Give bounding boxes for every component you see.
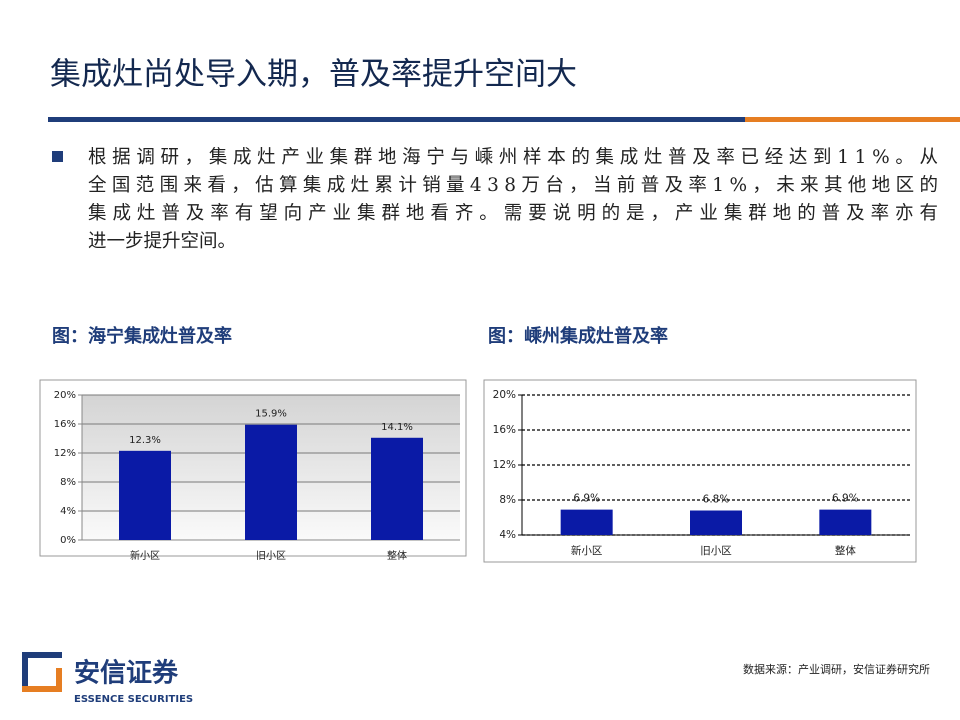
value-label: 6.9% xyxy=(573,493,600,505)
y-tick-label: 0% xyxy=(60,535,76,546)
source-note: 数据来源：产业调研，安信证券研究所 xyxy=(743,662,930,676)
chart-title: 图：嵊州集成灶普及率 xyxy=(488,325,668,347)
bar xyxy=(819,509,872,535)
body-line: 全国范围来看，估算集成灶累计销量438万台，当前普及率1%，未来其他地区的 xyxy=(88,175,938,196)
bar xyxy=(690,510,742,535)
title-rule-accent xyxy=(745,117,960,122)
y-tick-label: 20% xyxy=(493,389,516,401)
y-tick-label: 8% xyxy=(499,494,516,506)
bar xyxy=(245,424,297,540)
x-tick-label: 新小区 xyxy=(130,549,160,562)
x-tick-label: 整体 xyxy=(835,544,856,557)
logo-name: 安信证券 xyxy=(74,659,179,689)
y-tick-label: 4% xyxy=(60,506,76,517)
logo-english: ESSENCE SECURITIES xyxy=(74,694,193,705)
body-line: 进一步提升空间。 xyxy=(88,231,236,252)
x-tick-label: 新小区 xyxy=(571,544,603,557)
value-label: 12.3% xyxy=(129,435,161,446)
y-tick-label: 20% xyxy=(54,390,76,401)
slide-title: 集成灶尚处导入期，普及率提升空间大 xyxy=(50,57,577,93)
value-label: 6.8% xyxy=(703,494,730,506)
value-label: 14.1% xyxy=(381,422,413,433)
bar xyxy=(119,450,171,540)
value-label: 6.9% xyxy=(832,493,859,505)
value-label: 15.9% xyxy=(255,409,287,420)
y-tick-label: 16% xyxy=(54,419,76,430)
y-tick-label: 12% xyxy=(54,448,76,459)
chart-title: 图：海宁集成灶普及率 xyxy=(52,325,232,347)
logo: 安信证券 ESSENCE SECURITIES xyxy=(22,652,193,705)
y-tick-label: 12% xyxy=(493,459,516,471)
title-rule xyxy=(48,117,745,122)
x-tick-label: 旧小区 xyxy=(700,545,732,557)
bullet xyxy=(52,151,63,162)
y-tick-label: 4% xyxy=(499,529,516,541)
logo-mark xyxy=(22,668,62,692)
body-line: 根据调研，集成灶产业集群地海宁与嵊州样本的集成灶普及率已经达到11%。从 xyxy=(88,147,938,168)
x-tick-label: 整体 xyxy=(387,549,407,562)
x-tick-label: 旧小区 xyxy=(256,550,286,562)
bar xyxy=(371,437,423,540)
body-line: 集成灶普及率有望向产业集群地看齐。需要说明的是，产业集群地的普及率亦有 xyxy=(88,203,938,224)
y-tick-label: 16% xyxy=(493,424,516,436)
bar xyxy=(560,509,613,535)
y-tick-label: 8% xyxy=(60,477,76,488)
